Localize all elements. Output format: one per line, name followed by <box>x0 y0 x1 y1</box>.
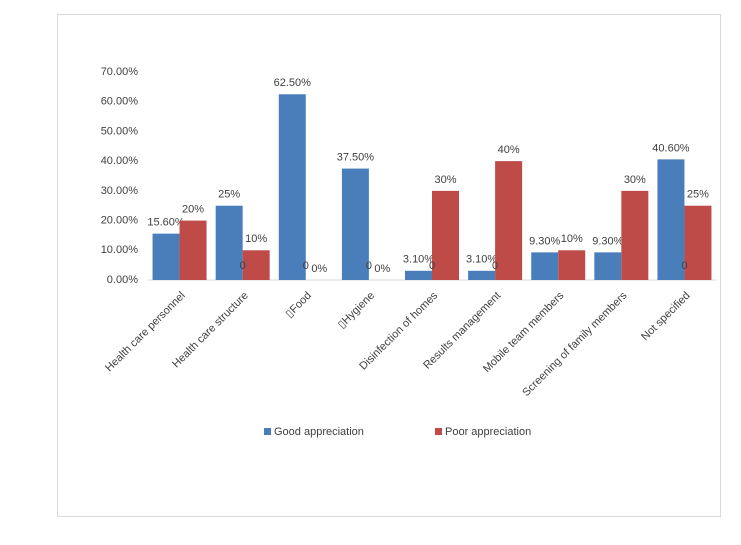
data-label: 0 <box>366 260 372 272</box>
bar <box>152 233 180 280</box>
data-label: 0 <box>303 260 309 272</box>
bar <box>531 252 559 280</box>
data-label: 62.50% <box>274 77 312 89</box>
bar <box>341 168 369 280</box>
bar <box>179 220 207 280</box>
y-tick-label: 30.00% <box>101 185 139 197</box>
data-label: 0% <box>311 263 327 275</box>
y-tick-label: 70.00% <box>101 66 139 78</box>
data-label: 15.60% <box>147 217 185 229</box>
y-tick-label: 60.00% <box>101 96 139 108</box>
bar <box>657 159 685 280</box>
y-tick-label: 40.00% <box>101 155 139 167</box>
data-label: 3.10% <box>466 254 497 266</box>
data-label: 0 <box>681 260 687 272</box>
data-label: 10% <box>245 233 267 245</box>
data-label: 40.60% <box>652 142 690 154</box>
bar <box>405 270 432 280</box>
data-label: 0 <box>240 260 246 272</box>
bar <box>684 205 712 280</box>
data-label: 30% <box>624 174 646 186</box>
y-tick-label: 50.00% <box>101 125 139 137</box>
data-label: 9.30% <box>529 235 560 247</box>
bar <box>558 250 586 280</box>
y-tick-label: 0.00% <box>107 274 138 286</box>
bar <box>594 252 622 280</box>
data-label: 3.10% <box>403 254 434 266</box>
data-label: 40% <box>498 144 520 156</box>
data-label: 10% <box>561 233 583 245</box>
legend-label: Good appreciation <box>274 426 364 438</box>
bar <box>621 190 649 280</box>
data-label: 37.50% <box>337 151 375 163</box>
data-label: 20% <box>182 203 204 215</box>
bar <box>495 161 523 280</box>
legend-label: Poor appreciation <box>445 426 531 438</box>
data-label: 0 <box>429 260 435 272</box>
data-label: 25% <box>218 189 240 201</box>
data-label: 25% <box>687 189 709 201</box>
bar <box>215 205 243 280</box>
y-tick-label: 10.00% <box>101 244 139 256</box>
y-tick-label: 20.00% <box>101 214 139 226</box>
bar <box>278 94 306 281</box>
data-label: 0% <box>374 263 390 275</box>
bar <box>242 250 270 280</box>
data-label: 9.30% <box>592 235 623 247</box>
legend-swatch <box>264 428 271 435</box>
bar <box>468 270 496 280</box>
data-label: 0 <box>492 260 498 272</box>
legend-swatch <box>435 428 442 435</box>
data-label: 30% <box>434 174 456 186</box>
bar <box>432 190 459 280</box>
